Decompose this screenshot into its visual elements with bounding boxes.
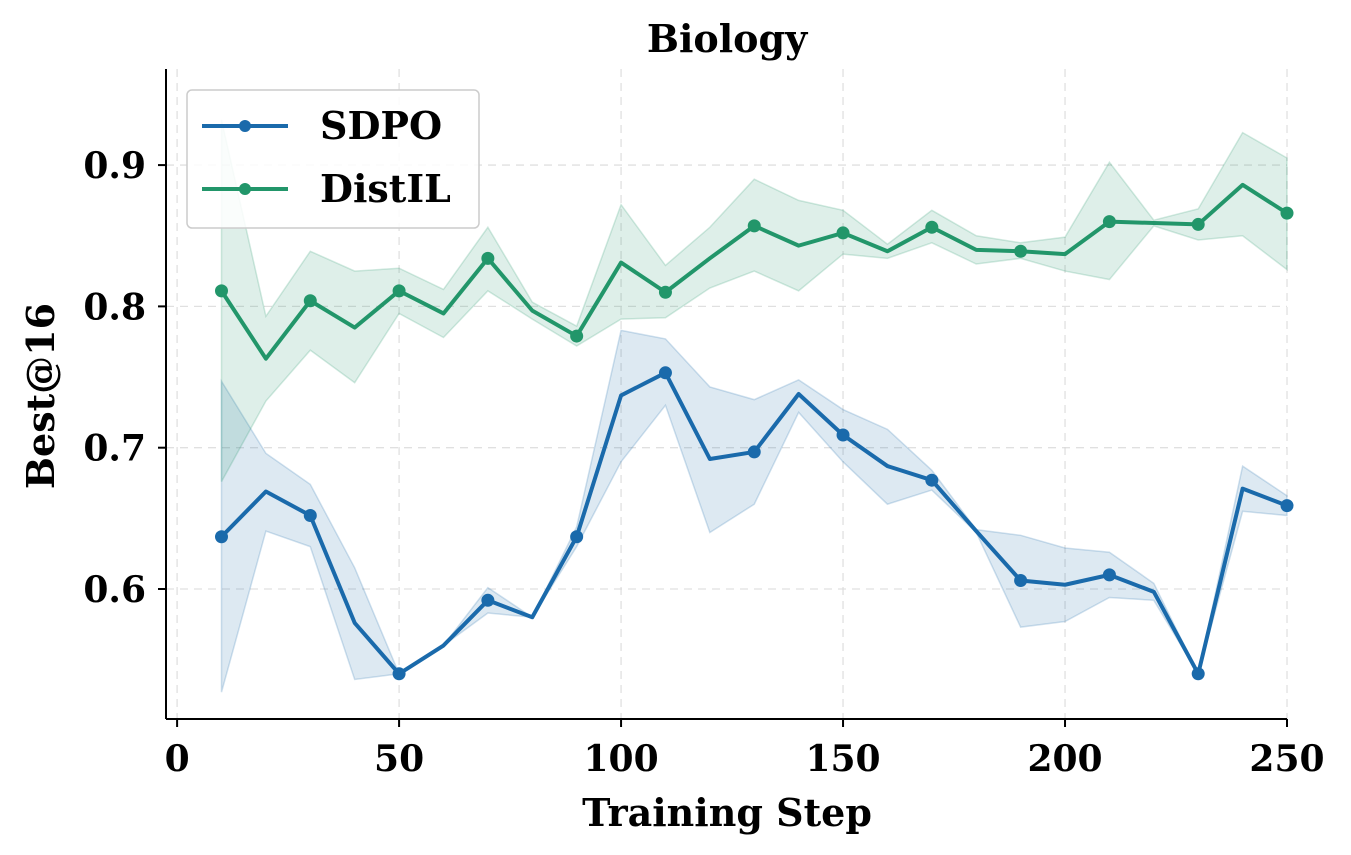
marker-distil-230 <box>1191 217 1205 231</box>
y-tick-label-0: 0.6 <box>83 569 146 611</box>
marker-distil-10 <box>214 284 228 298</box>
chart-title: Biology <box>647 16 808 61</box>
marker-distil-90 <box>570 329 584 343</box>
band-distil <box>220 119 1288 482</box>
marker-distil-70 <box>481 251 495 265</box>
x-tick-label-2: 100 <box>583 738 658 780</box>
marker-distil-190 <box>1014 244 1028 258</box>
marker-distil-50 <box>392 284 406 298</box>
y-axis-title: Best@16 <box>18 303 63 489</box>
marker-distil-250 <box>1280 206 1294 220</box>
marker-distil-110 <box>658 285 672 299</box>
marker-distil-210 <box>1102 215 1116 229</box>
marker-sdpo-190 <box>1014 574 1028 588</box>
marker-sdpo-130 <box>747 445 761 459</box>
marker-distil-150 <box>836 226 850 240</box>
marker-sdpo-210 <box>1102 568 1116 582</box>
marker-sdpo-90 <box>570 530 584 544</box>
marker-sdpo-150 <box>836 428 850 442</box>
legend-label-sdpo: SDPO <box>320 103 442 148</box>
series-markers <box>214 206 1294 681</box>
y-tick-label-2: 0.8 <box>83 286 146 328</box>
y-tick-label-1: 0.7 <box>83 428 146 470</box>
marker-distil-170 <box>925 220 939 234</box>
legend: SDPO DistIL <box>186 89 480 229</box>
legend-distil-marker <box>239 183 251 195</box>
x-tick-label-5: 250 <box>1249 738 1324 780</box>
marker-distil-30 <box>303 294 317 308</box>
x-axis-ticks: 0 50 100 150 200 250 <box>165 719 1325 780</box>
y-axis-ticks: 0.6 0.7 0.8 0.9 <box>83 145 166 611</box>
x-axis-title: Training Step <box>582 790 872 835</box>
marker-sdpo-10 <box>214 530 228 544</box>
x-tick-label-3: 150 <box>805 738 880 780</box>
axes <box>165 69 1287 720</box>
marker-sdpo-50 <box>392 667 406 681</box>
marker-sdpo-110 <box>658 366 672 380</box>
marker-distil-130 <box>747 219 761 233</box>
marker-sdpo-70 <box>481 593 495 607</box>
legend-label-distil: DistIL <box>320 166 451 211</box>
legend-sdpo-marker <box>239 120 251 132</box>
x-tick-label-1: 50 <box>374 738 424 780</box>
marker-sdpo-250 <box>1280 499 1294 513</box>
marker-sdpo-170 <box>925 473 939 487</box>
marker-sdpo-230 <box>1191 667 1205 681</box>
x-tick-label-4: 200 <box>1027 738 1102 780</box>
x-tick-label-0: 0 <box>165 738 190 780</box>
y-tick-label-3: 0.9 <box>83 145 146 187</box>
marker-sdpo-30 <box>303 509 317 523</box>
